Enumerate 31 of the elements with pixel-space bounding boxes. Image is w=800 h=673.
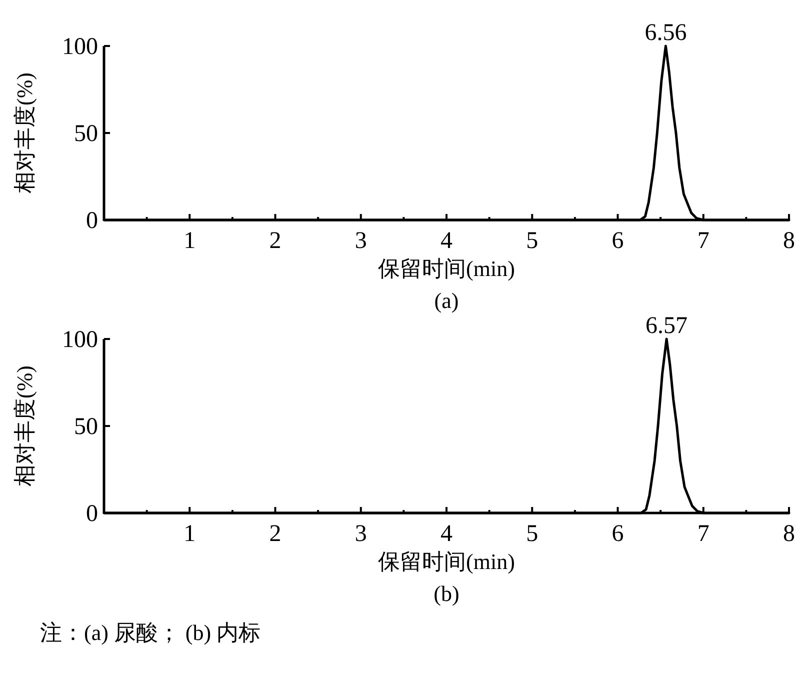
y-axis-title: 相对丰度(%): [12, 366, 37, 486]
x-tick-label: 3: [354, 521, 367, 547]
text: (a): [434, 288, 459, 313]
x-tick-label: 1: [184, 228, 196, 254]
x-tick-label: 7: [697, 521, 710, 547]
x-tick-label: 6: [612, 228, 624, 254]
x-tick-label: 2: [269, 521, 282, 547]
y-tick-label: 0: [86, 208, 98, 234]
x-tick-label: 8: [783, 521, 795, 547]
x-tick-label: 8: [783, 228, 795, 254]
x-tick-label: 5: [526, 521, 538, 547]
y-tick-label: 50: [74, 121, 98, 147]
x-tick-label: 7: [697, 228, 710, 254]
x-tick-label: 1: [184, 521, 196, 547]
x-tick-label: 4: [440, 228, 452, 254]
x-tick-label: 5: [526, 228, 538, 254]
annotation: 6.56: [644, 20, 687, 46]
x-tick-label: 4: [440, 521, 452, 547]
y-tick-label: 0: [86, 501, 98, 527]
x-axis-title: 保留时间(min): [378, 549, 515, 574]
y-tick-label: 100: [62, 34, 98, 60]
y-tick-label: 100: [62, 327, 98, 353]
y-tick-label: 50: [74, 414, 98, 440]
text: 注：(a) 尿酸； (b) 内标: [40, 620, 261, 645]
x-tick-label: 3: [354, 228, 367, 254]
annotation: 6.57: [646, 313, 688, 339]
x-tick-label: 6: [612, 521, 624, 547]
text: (b): [434, 581, 460, 606]
x-tick-label: 2: [269, 228, 282, 254]
y-axis-title: 相对丰度(%): [12, 72, 37, 194]
x-axis-title: 保留时间(min): [378, 256, 515, 281]
